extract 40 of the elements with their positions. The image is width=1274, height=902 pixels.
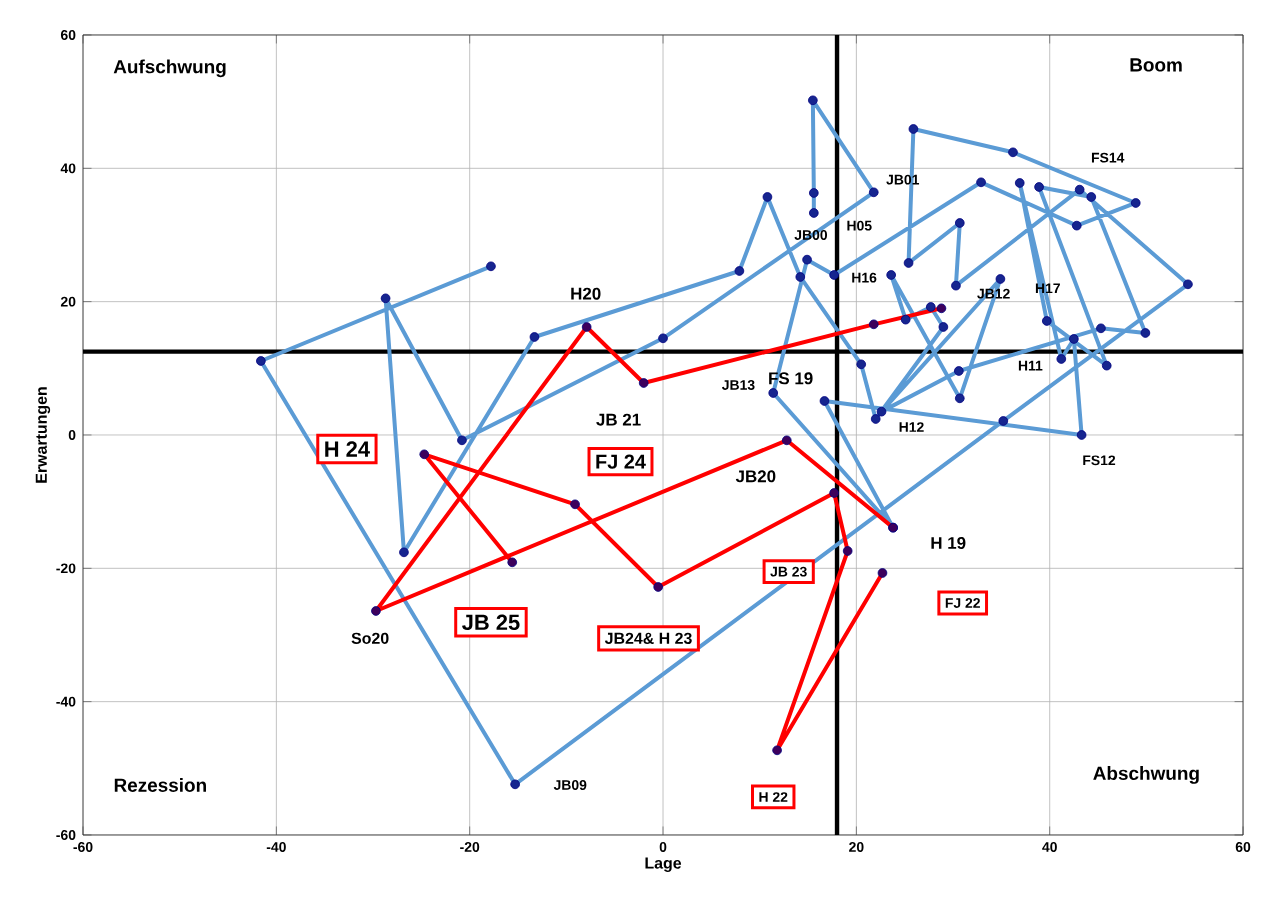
annotation: Abschwung (1093, 766, 1199, 784)
annotation: JB09 (553, 780, 587, 790)
annotation: JB13 (721, 380, 755, 390)
x-axis-title: Lage (645, 857, 682, 872)
y-tick-label: 40 (60, 163, 76, 174)
x-tick-label: -40 (266, 842, 286, 852)
annotation: JB 25 (462, 614, 520, 631)
annotation: Aufschwung (113, 59, 226, 78)
annotation: JB20 (735, 470, 776, 483)
annotation: H 24 (325, 441, 370, 457)
x-tick-label: -60 (73, 842, 93, 852)
annotation: JB24& H 23 (604, 632, 692, 644)
annotation: So20 (351, 632, 389, 644)
x-tick-label: 0 (659, 842, 667, 852)
annotation: FJ 22 (945, 598, 980, 608)
annotation: JB 23 (770, 566, 807, 577)
y-tick-label: -40 (56, 696, 76, 707)
annotation: H 22 (759, 792, 788, 802)
annotation: H 19 (931, 537, 966, 549)
x-tick-label: -20 (460, 842, 480, 852)
annotation: H11 (1018, 360, 1043, 371)
x-tick-label: 60 (1235, 842, 1251, 852)
annotation: H12 (899, 422, 924, 432)
annotation: FS12 (1083, 455, 1116, 466)
annotation: JB 21 (596, 413, 641, 426)
y-tick-label: -20 (56, 563, 76, 574)
annotation: H20 (571, 287, 601, 300)
x-tick-label: 20 (849, 842, 864, 852)
y-tick-label: 60 (60, 30, 76, 40)
annotation: Boom (1130, 58, 1182, 72)
y-tick-label: -60 (56, 830, 76, 840)
annotation: FJ 24 (596, 454, 646, 469)
annotation: H16 (852, 272, 877, 283)
y-axis-title: Erwartungen (35, 387, 51, 483)
y-tick-label: 0 (68, 430, 76, 440)
y-tick-label: 20 (60, 296, 76, 307)
x-tick-label: 40 (1042, 842, 1057, 852)
annotation: FS14 (1091, 152, 1125, 163)
annotation: Rezession (114, 778, 206, 792)
annotation: H05 (847, 220, 872, 231)
